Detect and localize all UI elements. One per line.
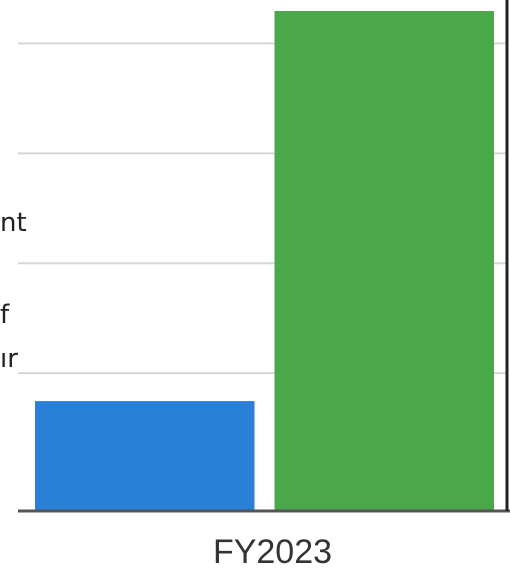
side-text-fragment-3: ır	[0, 344, 18, 374]
x-tick-label: FY2023	[213, 533, 332, 571]
side-text-fragment-1: nt	[0, 208, 27, 238]
x-tick-labels: FY2023	[213, 533, 332, 571]
bar-fy2023-series-1	[35, 401, 255, 511]
bars	[35, 10, 494, 511]
bar-fy2023-series-2	[274, 10, 494, 511]
side-text-fragment-2: f	[0, 300, 10, 330]
